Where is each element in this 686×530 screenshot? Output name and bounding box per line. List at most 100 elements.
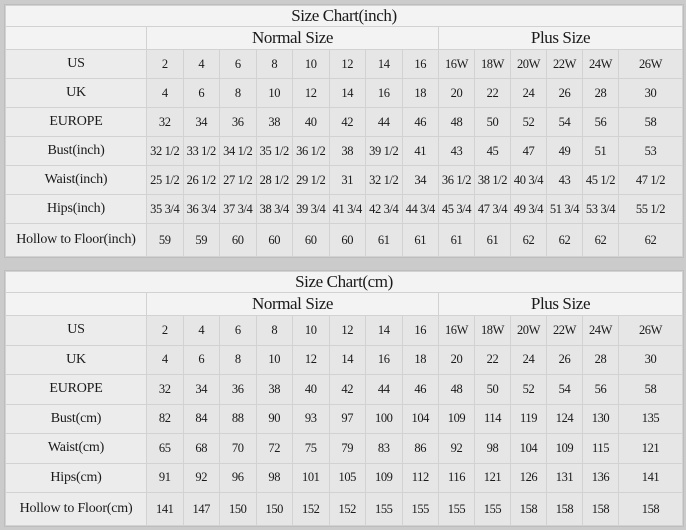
size-cell: 14 — [328, 344, 366, 375]
size-cell: 42 — [328, 107, 366, 137]
size-cell: 53 3/4 — [582, 194, 619, 224]
size-cell: 33 1/2 — [182, 136, 220, 166]
size-cell: 109 — [546, 433, 583, 464]
size-cell: 58 — [618, 107, 683, 137]
title-row: Size Chart(cm) — [5, 271, 683, 293]
size-cell: 158 — [546, 492, 583, 526]
size-cell: 158 — [510, 492, 547, 526]
size-cell: 72 — [255, 433, 293, 464]
size-cell: 30 — [618, 78, 683, 108]
empty-header-cell — [5, 292, 147, 316]
size-cell: 6 — [219, 49, 257, 79]
size-cell: 32 1/2 — [365, 165, 403, 195]
size-cell: 12 — [328, 315, 366, 346]
size-cell: 92 — [182, 462, 220, 493]
size-cell: 124 — [546, 403, 583, 434]
size-cell: 51 — [582, 136, 619, 166]
size-cell: 100 — [365, 403, 403, 434]
size-cell: 22 — [474, 344, 511, 375]
size-cell: 8 — [255, 49, 293, 79]
size-cell: 158 — [582, 492, 619, 526]
size-cell: 62 — [546, 223, 583, 257]
size-cell: 28 — [582, 78, 619, 108]
size-cell: 39 3/4 — [292, 194, 330, 224]
size-cell: 38 3/4 — [255, 194, 293, 224]
plus-size-header: Plus Size — [438, 26, 683, 50]
size-cell: 38 — [328, 136, 366, 166]
size-cell: 16 — [365, 344, 403, 375]
size-cell: 22W — [546, 49, 583, 79]
group-header-row: Normal Size Plus Size — [5, 26, 683, 50]
row-label: Waist(inch) — [5, 165, 147, 195]
size-cell: 38 1/2 — [474, 165, 511, 195]
size-cell: 36 3/4 — [182, 194, 220, 224]
size-cell: 36 1/2 — [292, 136, 330, 166]
table-row: US 2 4 6 8 10 12 14 16 16W 18W 20W 22W 24W 26W — [5, 315, 683, 346]
empty-header-cell — [5, 26, 147, 50]
size-table: Size Chart(cm) Normal Size Plus Size US 2 4 6 8… — [5, 271, 683, 526]
size-cell: 62 — [618, 223, 683, 257]
size-cell: 24 — [510, 344, 547, 375]
title-row: Size Chart(inch) — [5, 5, 683, 27]
size-cell: 26 1/2 — [182, 165, 220, 195]
table-row: Hollow to Floor(inch) 59 59 60 60 60 60 61 61 61 6… — [5, 223, 683, 257]
size-cell: 16 — [365, 78, 403, 108]
size-cell: 126 — [510, 462, 547, 493]
size-chart-cm: Size Chart(cm) Normal Size Plus Size US 2 4 6 8… — [4, 270, 684, 527]
size-cell: 22 — [474, 78, 511, 108]
size-cell: 42 — [328, 374, 366, 405]
size-cell: 59 — [146, 223, 184, 257]
size-cell: 119 — [510, 403, 547, 434]
size-cell: 93 — [292, 403, 330, 434]
size-cell: 34 — [401, 165, 439, 195]
size-cell: 60 — [328, 223, 366, 257]
size-cell: 26 — [546, 344, 583, 375]
row-label: UK — [5, 78, 147, 108]
size-cell: 48 — [438, 374, 475, 405]
size-cell: 42 3/4 — [365, 194, 403, 224]
size-cell: 104 — [401, 403, 439, 434]
size-cell: 47 — [510, 136, 547, 166]
size-cell: 52 — [510, 374, 547, 405]
size-cell: 10 — [292, 49, 330, 79]
size-cell: 70 — [219, 433, 257, 464]
size-cell: 45 1/2 — [582, 165, 619, 195]
size-cell: 112 — [401, 462, 439, 493]
size-cell: 75 — [292, 433, 330, 464]
size-cell: 152 — [328, 492, 366, 526]
size-cell: 56 — [582, 107, 619, 137]
size-cell: 26W — [618, 49, 683, 79]
size-cell: 6 — [182, 344, 220, 375]
row-label: EUROPE — [5, 107, 147, 137]
size-cell: 14 — [365, 49, 403, 79]
table-row: Hips(inch) 35 3/4 36 3/4 37 3/4 38 3/4 39 3/4… — [5, 194, 683, 224]
size-cell: 55 1/2 — [618, 194, 683, 224]
size-cell: 12 — [292, 344, 330, 375]
size-cell: 58 — [618, 374, 683, 405]
size-cell: 2 — [146, 49, 184, 79]
size-cell: 14 — [365, 315, 403, 346]
table-row: UK 4 6 8 10 12 14 16 18 20 22 24 26 28 30 — [5, 78, 683, 108]
size-cell: 26W — [618, 315, 683, 346]
size-cell: 28 — [582, 344, 619, 375]
size-cell: 97 — [328, 403, 366, 434]
size-cell: 10 — [255, 344, 293, 375]
size-cell: 83 — [365, 433, 403, 464]
size-cell: 4 — [182, 49, 220, 79]
size-cell: 150 — [255, 492, 293, 526]
size-cell: 18 — [401, 344, 439, 375]
size-cell: 36 — [219, 374, 257, 405]
size-cell: 45 3/4 — [438, 194, 475, 224]
size-cell: 38 — [255, 107, 293, 137]
table-row: EUROPE 32 34 36 38 40 42 44 46 48 50 52 54 56 58 — [5, 107, 683, 137]
size-cell: 61 — [474, 223, 511, 257]
size-cell: 152 — [292, 492, 330, 526]
size-cell: 155 — [365, 492, 403, 526]
size-cell: 18W — [474, 49, 511, 79]
size-cell: 32 — [146, 107, 184, 137]
size-cell: 4 — [146, 344, 184, 375]
size-cell: 29 1/2 — [292, 165, 330, 195]
size-cell: 44 — [365, 107, 403, 137]
size-cell: 49 — [546, 136, 583, 166]
size-cell: 155 — [438, 492, 475, 526]
